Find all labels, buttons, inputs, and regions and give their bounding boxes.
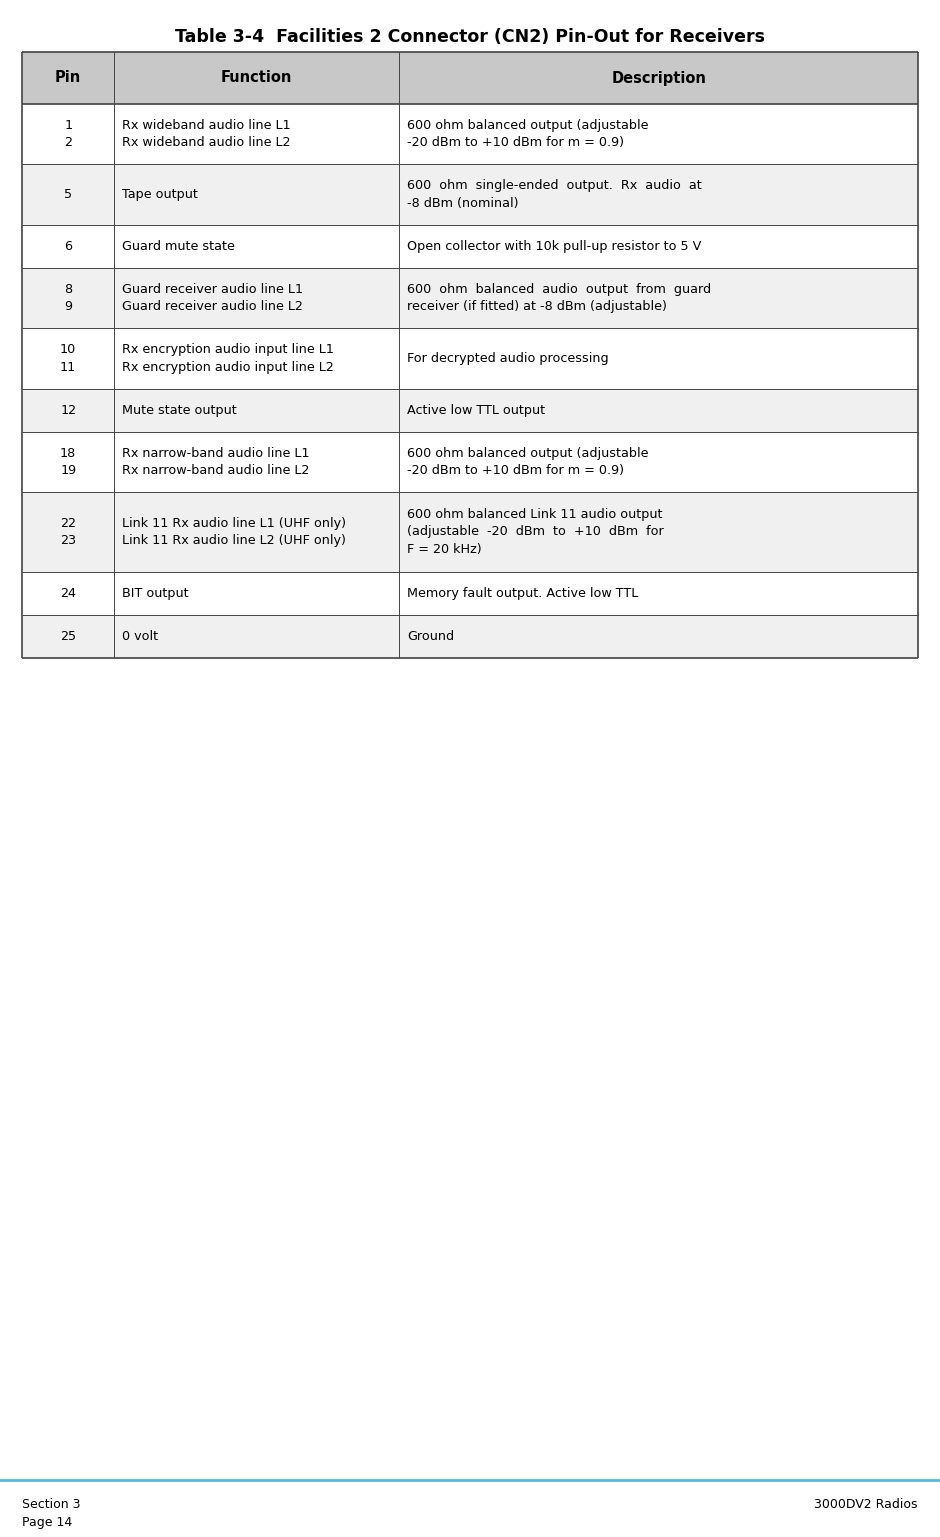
Bar — [22, 432, 918, 492]
Text: 1
2: 1 2 — [64, 118, 72, 149]
Text: 3000DV2 Radios: 3000DV2 Radios — [814, 1499, 918, 1511]
Text: Link 11 Rx audio line L1 (UHF only)
Link 11 Rx audio line L2 (UHF only): Link 11 Rx audio line L1 (UHF only) Link… — [122, 516, 346, 547]
Text: Section 3: Section 3 — [22, 1499, 81, 1511]
Bar — [22, 492, 918, 572]
Bar — [22, 52, 918, 105]
Text: BIT output: BIT output — [122, 587, 189, 599]
Bar — [22, 224, 918, 267]
Text: Rx narrow-band audio line L1
Rx narrow-band audio line L2: Rx narrow-band audio line L1 Rx narrow-b… — [122, 447, 310, 476]
Bar — [22, 572, 918, 615]
Text: Ground: Ground — [407, 630, 454, 642]
Text: Guard mute state: Guard mute state — [122, 240, 235, 252]
Text: 8
9: 8 9 — [64, 283, 72, 314]
Text: Mute state output: Mute state output — [122, 404, 237, 417]
Bar — [22, 389, 918, 432]
Text: Table 3-4  Facilities 2 Connector (CN2) Pin-Out for Receivers: Table 3-4 Facilities 2 Connector (CN2) P… — [175, 28, 765, 46]
Text: Tape output: Tape output — [122, 188, 198, 201]
Bar — [22, 105, 918, 164]
Text: 0 volt: 0 volt — [122, 630, 159, 642]
Text: 600 ohm balanced output (adjustable
-20 dBm to +10 dBm for m = 0.9): 600 ohm balanced output (adjustable -20 … — [407, 118, 649, 149]
Text: Guard receiver audio line L1
Guard receiver audio line L2: Guard receiver audio line L1 Guard recei… — [122, 283, 304, 314]
Bar — [22, 164, 918, 224]
Text: 600  ohm  balanced  audio  output  from  guard
receiver (if fitted) at -8 dBm (a: 600 ohm balanced audio output from guard… — [407, 283, 712, 314]
Text: 22
23: 22 23 — [60, 516, 76, 547]
Text: 600 ohm balanced Link 11 audio output
(adjustable  -20  dBm  to  +10  dBm  for
F: 600 ohm balanced Link 11 audio output (a… — [407, 507, 664, 556]
Text: 12: 12 — [60, 404, 76, 417]
Text: Rx wideband audio line L1
Rx wideband audio line L2: Rx wideband audio line L1 Rx wideband au… — [122, 118, 290, 149]
Text: Pin: Pin — [55, 71, 81, 86]
Text: Memory fault output. Active low TTL: Memory fault output. Active low TTL — [407, 587, 638, 599]
Text: Rx encryption audio input line L1
Rx encryption audio input line L2: Rx encryption audio input line L1 Rx enc… — [122, 343, 334, 373]
Text: 6: 6 — [64, 240, 72, 252]
Text: Open collector with 10k pull-up resistor to 5 V: Open collector with 10k pull-up resistor… — [407, 240, 701, 252]
Text: 10
11: 10 11 — [60, 343, 76, 373]
Text: Function: Function — [221, 71, 292, 86]
Text: Active low TTL output: Active low TTL output — [407, 404, 545, 417]
Text: 25: 25 — [60, 630, 76, 642]
Text: Page 14: Page 14 — [22, 1515, 72, 1529]
Bar — [22, 615, 918, 658]
Text: 600 ohm balanced output (adjustable
-20 dBm to +10 dBm for m = 0.9): 600 ohm balanced output (adjustable -20 … — [407, 447, 649, 476]
Bar — [22, 267, 918, 329]
Text: 18
19: 18 19 — [60, 447, 76, 476]
Text: Description: Description — [611, 71, 706, 86]
Text: 5: 5 — [64, 188, 72, 201]
Text: 24: 24 — [60, 587, 76, 599]
Text: 600  ohm  single-ended  output.  Rx  audio  at
-8 dBm (nominal): 600 ohm single-ended output. Rx audio at… — [407, 180, 702, 209]
Text: For decrypted audio processing: For decrypted audio processing — [407, 352, 609, 364]
Bar — [22, 329, 918, 389]
